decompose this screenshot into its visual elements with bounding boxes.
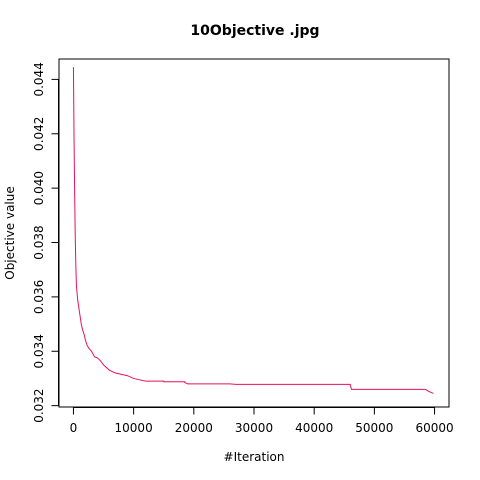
y-tick-label: 0.044 [32,62,46,96]
y-tick-label: 0.032 [32,388,46,422]
x-tick-label: 20000 [175,421,213,435]
x-tick-label: 50000 [355,421,393,435]
y-tick-label: 0.042 [32,117,46,151]
plot-frame [58,58,450,408]
x-axis-label: #Iteration [224,450,285,464]
series-layer [72,67,434,394]
x-axis: 0 10000 20000 30000 40000 50000 60000 [70,407,454,435]
y-axis-label: Objective value [3,186,17,280]
y-axis: 0.032 0.034 0.036 0.038 0.040 0.042 0.044 [32,62,59,423]
chart-title: 10Objective .jpg [190,23,319,39]
x-tick-label: 0 [70,421,78,435]
y-tick-label: 0.040 [32,171,46,205]
x-tick-label: 30000 [235,421,273,435]
x-tick-label: 10000 [115,421,153,435]
y-tick-label: 0.034 [32,334,46,368]
series-line [72,67,434,394]
x-tick-label: 40000 [295,421,333,435]
x-tick-label: 60000 [415,421,453,435]
y-tick-label: 0.036 [32,280,46,314]
y-tick-label: 0.038 [32,225,46,259]
